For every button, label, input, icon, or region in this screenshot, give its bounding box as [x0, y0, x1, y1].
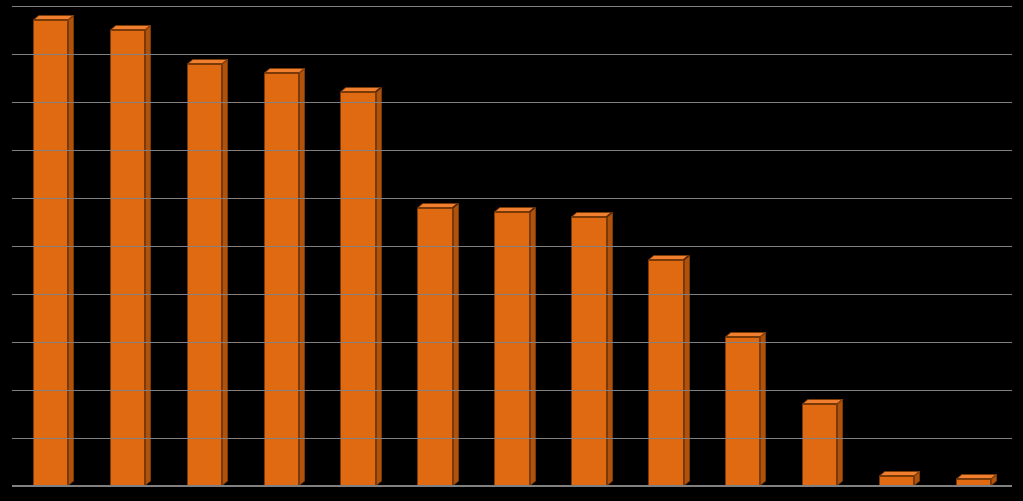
bar [725, 337, 760, 486]
gridline [12, 390, 1012, 391]
bar [110, 30, 145, 486]
gridline [12, 150, 1012, 151]
plot-area [12, 6, 1012, 486]
gridline [12, 102, 1012, 103]
bar [340, 92, 375, 486]
gridline [12, 6, 1012, 7]
gridline [12, 342, 1012, 343]
bar-chart [0, 0, 1023, 501]
bar [187, 64, 222, 486]
gridline [12, 54, 1012, 55]
gridline [12, 294, 1012, 295]
gridline [12, 438, 1012, 439]
bar [802, 404, 837, 486]
bar [571, 217, 606, 486]
bar [33, 20, 68, 486]
gridline [12, 246, 1012, 247]
bar [494, 212, 529, 486]
bar [264, 73, 299, 486]
baseline [12, 485, 1012, 487]
bar [417, 208, 452, 486]
gridline [12, 198, 1012, 199]
